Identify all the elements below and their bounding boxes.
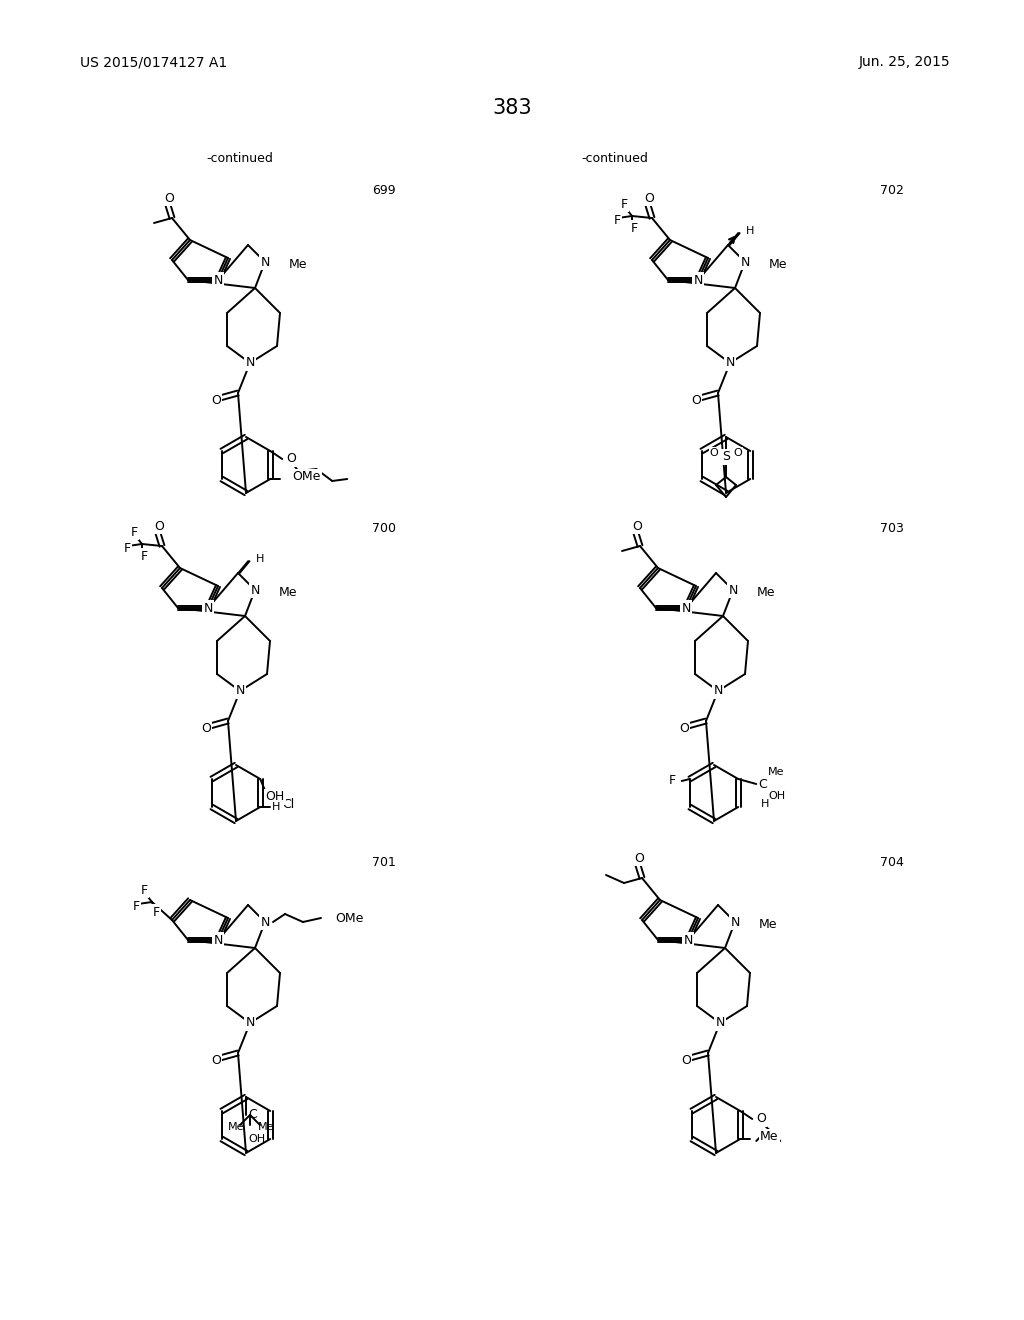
Text: N: N [681,602,690,615]
Text: O: O [287,453,296,466]
Text: -continued: -continued [207,152,273,165]
Text: -continued: -continued [582,152,648,165]
Text: O: O [211,1053,221,1067]
Text: Me: Me [769,257,787,271]
Text: Jun. 25, 2015: Jun. 25, 2015 [858,55,950,69]
Text: OH: OH [265,791,285,804]
Text: F: F [124,541,131,554]
Text: O: O [211,393,221,407]
Text: Me: Me [759,917,777,931]
Text: H: H [272,803,281,812]
Text: N: N [716,1016,725,1030]
Text: F: F [613,214,621,227]
Text: 702: 702 [880,183,904,197]
Text: F: F [132,899,139,912]
Text: O: O [201,722,211,734]
Text: N: N [260,256,269,268]
Text: Me: Me [258,1122,274,1133]
Text: O: O [733,447,742,458]
Text: N: N [204,602,213,615]
Text: US 2015/0174127 A1: US 2015/0174127 A1 [80,55,227,69]
Text: H: H [746,226,755,236]
Text: F: F [140,883,147,896]
Text: O: O [691,393,701,407]
Text: 703: 703 [880,521,904,535]
Text: N: N [213,933,222,946]
Text: N: N [728,583,737,597]
Text: O: O [164,191,174,205]
Text: O: O [710,447,719,458]
Text: N: N [213,273,222,286]
Text: Me: Me [289,257,307,271]
Text: O: O [634,851,644,865]
Text: Me: Me [760,1130,778,1143]
Text: 699: 699 [372,183,395,197]
Text: 704: 704 [880,855,904,869]
Text: N: N [246,1016,255,1030]
Text: OMe: OMe [292,470,321,483]
Polygon shape [728,234,740,246]
Text: F: F [631,222,638,235]
Text: 383: 383 [493,98,531,117]
Text: OH: OH [248,1134,265,1144]
Text: H: H [761,799,770,809]
Text: F: F [621,198,628,210]
Text: N: N [260,916,269,928]
Text: H: H [256,554,264,564]
Text: OH: OH [768,791,785,801]
Text: N: N [730,916,739,928]
Text: F: F [140,549,147,562]
Text: N: N [714,685,723,697]
Text: F: F [669,775,676,788]
Text: N: N [250,583,260,597]
Text: OMe: OMe [335,912,364,924]
Text: Cl: Cl [283,799,295,812]
Text: N: N [740,256,750,268]
Text: C: C [248,1109,257,1122]
Text: N: N [725,356,734,370]
Text: F: F [130,525,137,539]
Text: Me: Me [757,586,775,598]
Polygon shape [238,561,250,573]
Text: 701: 701 [372,855,396,869]
Text: N: N [246,356,255,370]
Text: O: O [644,191,654,205]
Text: N: N [236,685,245,697]
Text: S: S [722,450,730,463]
Text: O: O [632,520,642,532]
Text: F: F [153,906,160,919]
Text: O: O [681,1053,691,1067]
Text: O: O [154,520,164,532]
Text: Me: Me [227,1122,245,1133]
Text: N: N [693,273,702,286]
Text: C: C [758,777,767,791]
Text: Me: Me [279,586,298,598]
Text: O: O [679,722,689,734]
Text: O: O [757,1113,766,1126]
Text: Me: Me [768,767,784,777]
Text: N: N [683,933,692,946]
Text: 700: 700 [372,521,396,535]
